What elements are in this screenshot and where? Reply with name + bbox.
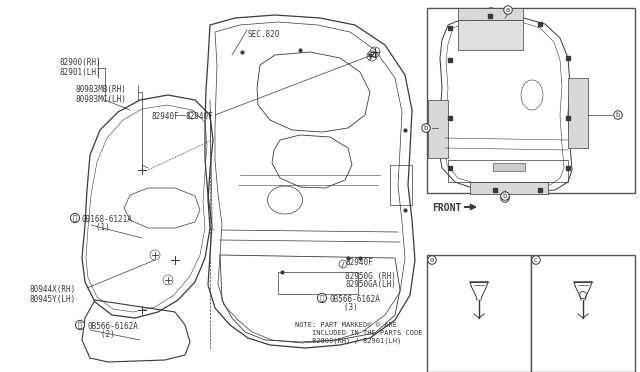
Text: b: b — [616, 112, 620, 118]
Text: 0B566-6162A: 0B566-6162A — [87, 322, 138, 331]
Text: FRONT: FRONT — [432, 203, 461, 213]
Text: é: é — [613, 115, 617, 121]
Bar — [427, 255, 531, 372]
Text: SEC.820: SEC.820 — [248, 30, 280, 39]
Text: é: é — [503, 195, 507, 201]
Text: 0B566-6162A: 0B566-6162A — [330, 295, 381, 304]
Text: 82940F: 82940F — [152, 112, 180, 121]
Text: 82940F: 82940F — [185, 112, 212, 121]
Text: 82900(RH) / 82901(LH): 82900(RH) / 82901(LH) — [295, 338, 401, 344]
Text: 82900(RH): 82900(RH) — [60, 58, 102, 67]
Text: INCLUDED IN THE PARTS CODE: INCLUDED IN THE PARTS CODE — [295, 330, 422, 336]
Bar — [470, 182, 548, 194]
Text: 80944X(RH): 80944X(RH) — [30, 285, 76, 294]
Text: J82800CA: J82800CA — [595, 359, 635, 368]
Text: 80945Y(LH): 80945Y(LH) — [30, 295, 76, 304]
Bar — [568, 78, 588, 148]
Bar — [428, 100, 448, 158]
Text: 80983MB(RH): 80983MB(RH) — [75, 85, 126, 94]
Text: (3): (3) — [330, 303, 358, 312]
Text: 82950GA(LH): 82950GA(LH) — [345, 280, 396, 289]
Text: 82940F: 82940F — [345, 258, 372, 267]
Bar — [427, 8, 635, 193]
Text: a: a — [506, 7, 510, 13]
Text: 0B168-6121A: 0B168-6121A — [82, 215, 133, 224]
Text: â: â — [489, 9, 493, 15]
Text: 82901(LH): 82901(LH) — [60, 68, 102, 77]
Text: (1): (1) — [82, 223, 109, 232]
Text: 80983MC(LH): 80983MC(LH) — [75, 95, 126, 104]
Text: 82900F: 82900F — [465, 340, 493, 349]
Text: a: a — [430, 257, 434, 263]
Bar — [531, 255, 635, 372]
Bar — [493, 163, 525, 171]
Text: NOTE: PART MARKED® © ARE: NOTE: PART MARKED® © ARE — [295, 322, 397, 328]
Bar — [390, 165, 412, 205]
Text: Ⓑ: Ⓑ — [78, 322, 82, 328]
Text: Ⓑ: Ⓑ — [320, 295, 324, 301]
Bar — [278, 272, 358, 294]
Bar — [448, 160, 568, 182]
Text: Ⓑ: Ⓑ — [73, 215, 77, 221]
Text: é: é — [426, 125, 430, 131]
Text: b: b — [424, 125, 428, 131]
Text: b: b — [503, 193, 507, 199]
Text: 82900FA: 82900FA — [567, 340, 599, 349]
Text: 82950G (RH): 82950G (RH) — [345, 272, 396, 281]
Bar — [458, 20, 523, 50]
Text: (2): (2) — [87, 330, 115, 339]
Text: c: c — [534, 257, 538, 263]
Bar — [458, 8, 523, 20]
